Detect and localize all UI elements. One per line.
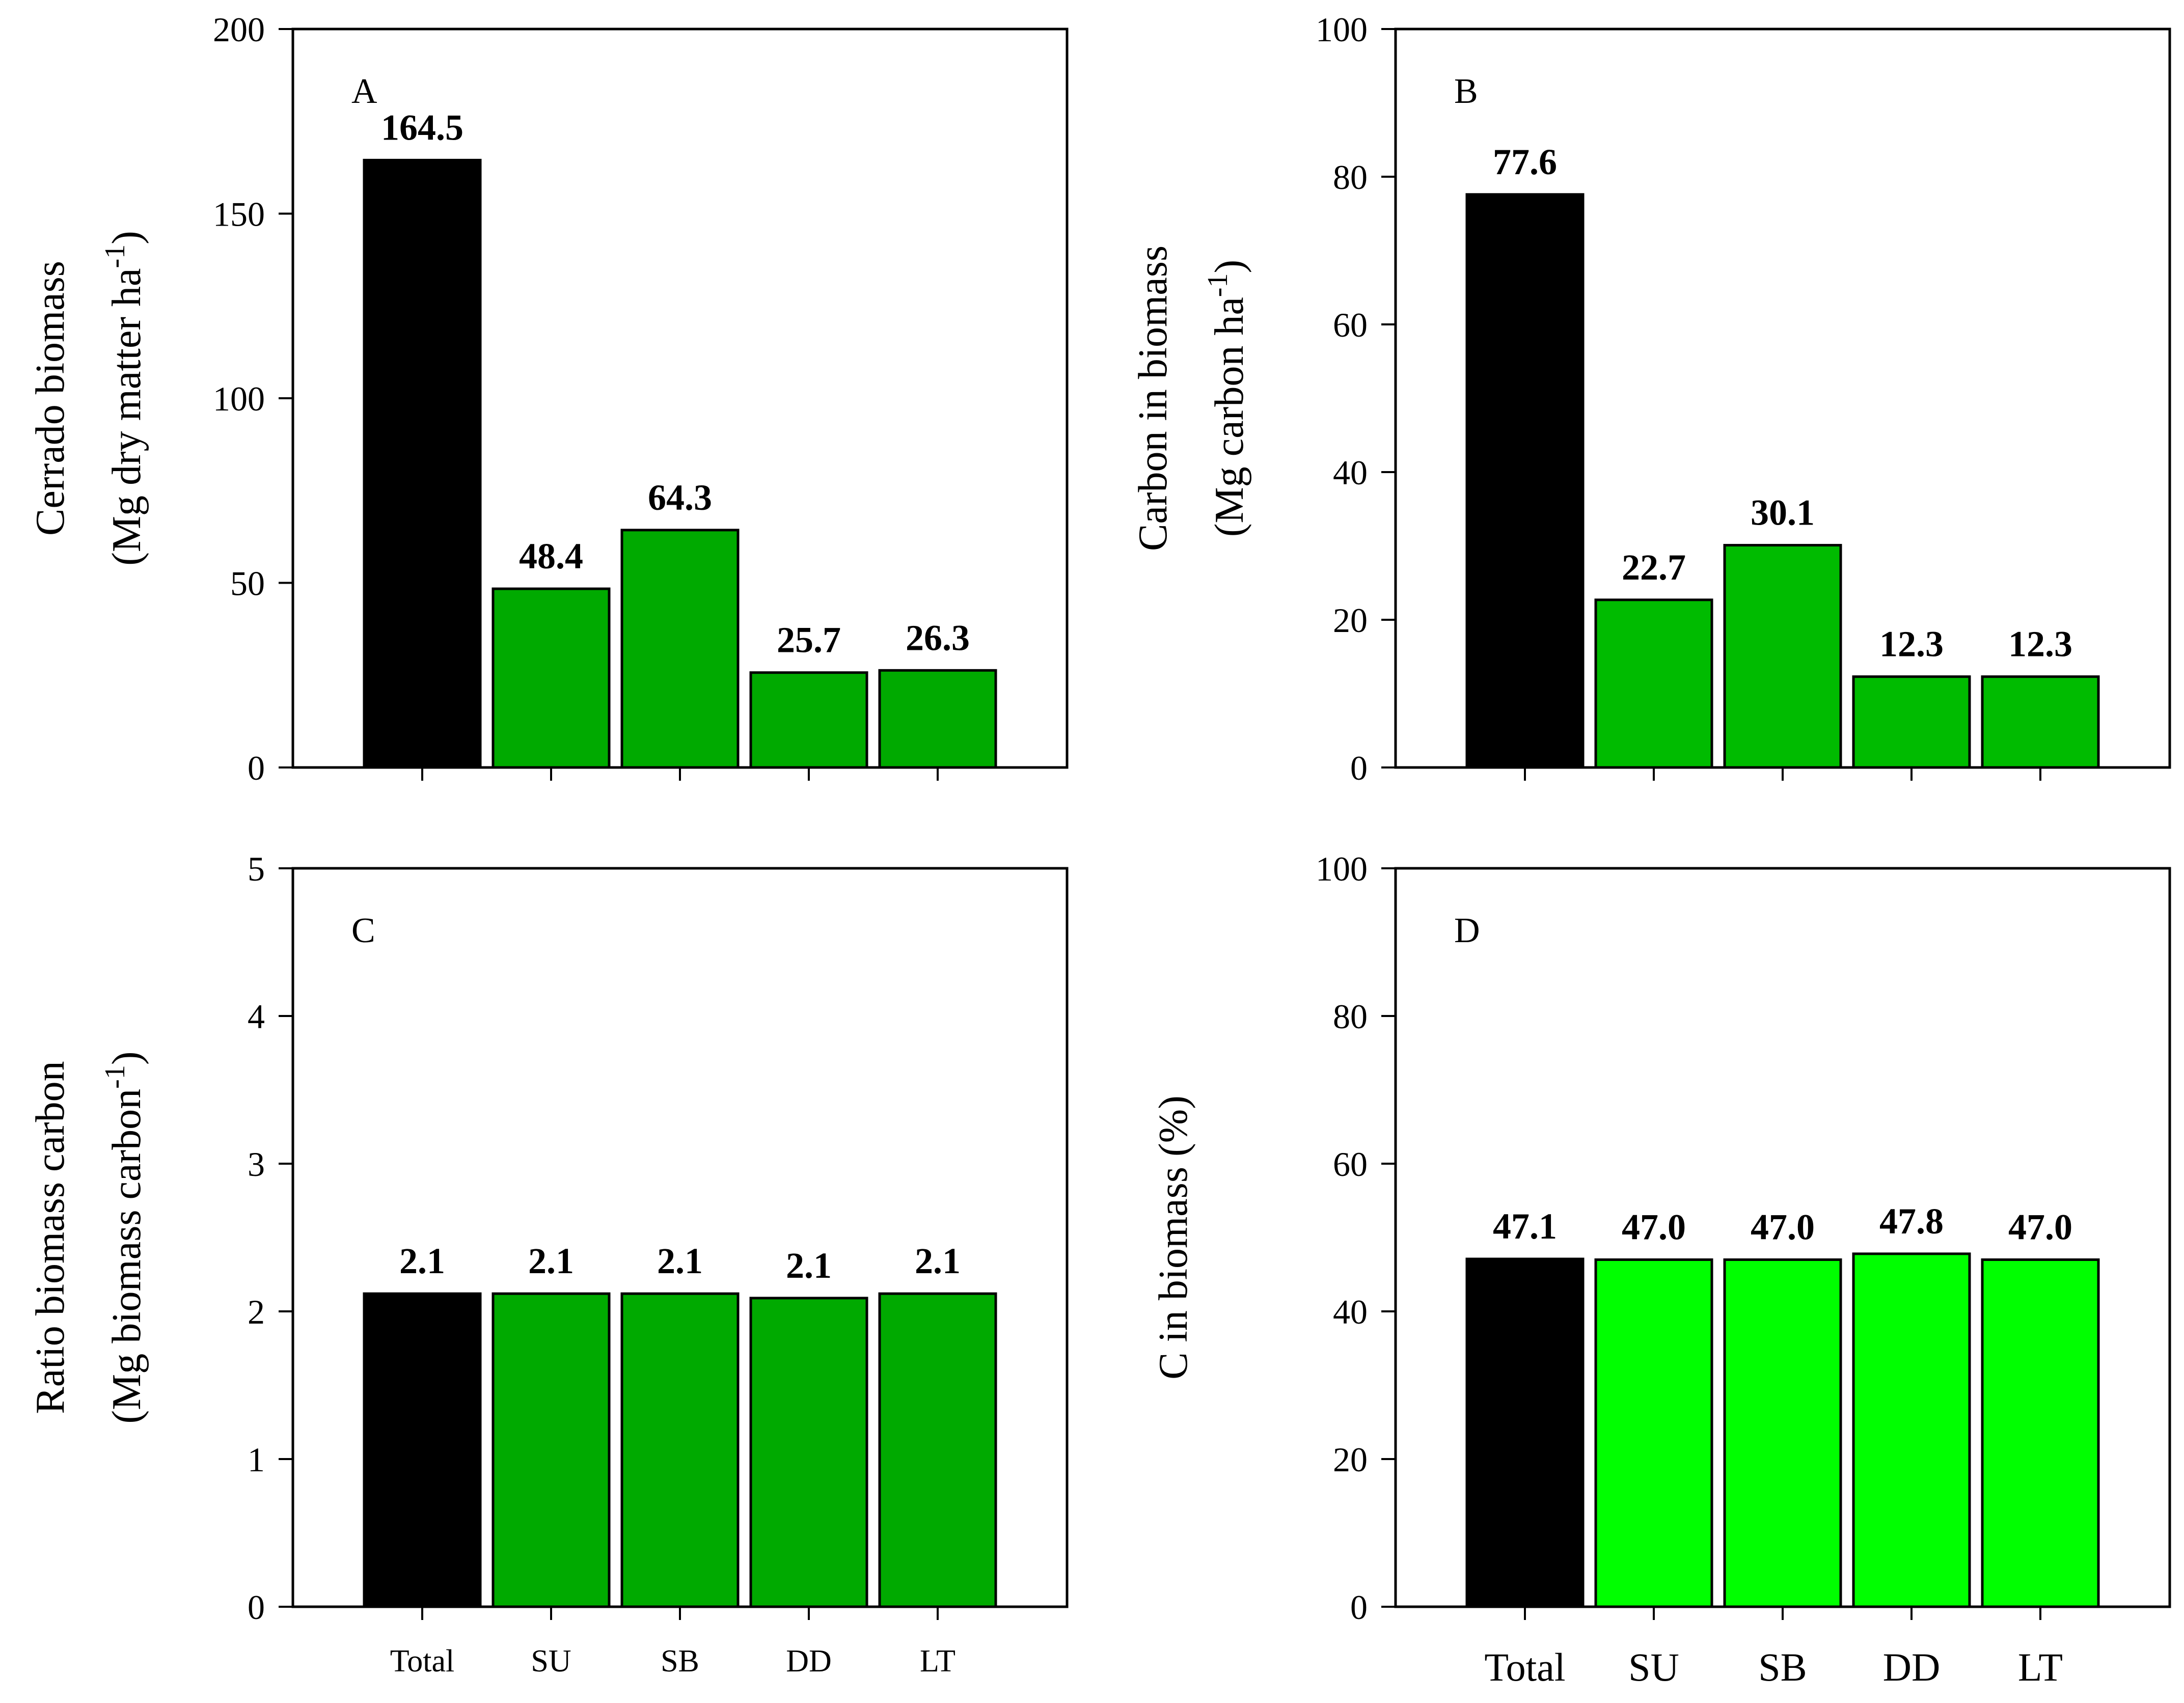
x-tick-label: Total (390, 1644, 455, 1679)
x-tick-label: LT (2018, 1645, 2063, 1689)
data-label: 77.6 (1493, 142, 1557, 182)
bar-sb (1723, 544, 1842, 769)
y-axis-title-line1: Cerrado biomass (28, 261, 73, 536)
bar-su (1594, 1258, 1713, 1608)
x-tick-label: LT (920, 1644, 956, 1679)
y-tick-label: 20 (1333, 601, 1368, 640)
panel-letter: B (1454, 72, 1478, 111)
bar-su (492, 587, 611, 769)
data-label: 22.7 (1622, 547, 1686, 588)
y-axis-title: C in biomass (%) (1151, 1095, 1196, 1380)
bar-total (363, 1292, 482, 1608)
bar-total (363, 158, 482, 769)
panel-letter: D (1454, 911, 1480, 950)
bar-sb (1723, 1258, 1842, 1608)
x-tick-label: Total (1484, 1645, 1565, 1689)
y-tick-label: 20 (1333, 1440, 1368, 1479)
bar-dd (749, 1297, 868, 1608)
bar-total (1465, 1257, 1585, 1608)
bar-dd (1852, 1252, 1971, 1608)
y-tick-label: 60 (1333, 306, 1368, 344)
bar-total (1465, 193, 1585, 769)
y-axis-title-line2: (Mg carbon ha-1) (1202, 260, 1252, 537)
y-tick-label: 0 (1350, 1588, 1368, 1627)
bar-lt (878, 669, 997, 769)
y-tick-label: 0 (248, 1588, 265, 1627)
y-tick-label: 100 (1316, 10, 1368, 49)
bar-lt (1981, 1258, 2100, 1608)
data-label: 64.3 (648, 477, 712, 518)
y-tick-label: 2 (248, 1293, 265, 1331)
data-label: 47.0 (2008, 1207, 2072, 1248)
y-axis-title-line1: Ratio biomass carbon (28, 1061, 73, 1414)
data-label: 12.3 (2008, 624, 2072, 665)
data-label: 12.3 (1879, 624, 1944, 665)
y-tick-label: 40 (1333, 1293, 1368, 1331)
bar-dd (749, 671, 868, 769)
x-tick-label: SB (661, 1644, 699, 1679)
data-label: 2.1 (528, 1241, 574, 1281)
bar-su (492, 1292, 611, 1608)
data-label: 48.4 (519, 536, 583, 576)
y-tick-label: 50 (230, 564, 265, 603)
data-label: 30.1 (1751, 492, 1815, 533)
bar-su (1594, 598, 1713, 769)
y-tick-label: 1 (248, 1440, 265, 1479)
y-tick-label: 80 (1333, 158, 1368, 197)
y-tick-label: 4 (248, 997, 265, 1036)
y-axis-title-line2: (Mg biomass carbon-1) (99, 1052, 149, 1424)
data-label: 2.1 (915, 1241, 961, 1281)
data-label: 47.0 (1751, 1207, 1815, 1248)
panel-b: 0 20 40 60 80 100 77.6 22.7 30.1 12.3 12.3 B Carbon … (1131, 10, 2171, 787)
bar-dd (1852, 675, 1971, 769)
data-label: 26.3 (906, 617, 970, 658)
x-tick-label: SU (531, 1644, 571, 1679)
panel-d: 0 20 40 60 80 100 47.1 Total 47.0 SU 47.0 SB 47.8 DD 4… (1151, 849, 2171, 1689)
y-tick-label: 3 (248, 1145, 265, 1184)
data-label: 47.1 (1493, 1206, 1557, 1247)
y-tick-label: 0 (1350, 749, 1368, 787)
bar-lt (878, 1292, 997, 1608)
data-label: 47.0 (1622, 1207, 1686, 1248)
bar-sb (620, 529, 740, 769)
bar-lt (1981, 675, 2100, 769)
data-label: 47.8 (1879, 1201, 1944, 1242)
bar-sb (620, 1292, 740, 1608)
data-label: 2.1 (786, 1245, 832, 1286)
x-tick-label: DD (786, 1644, 832, 1679)
x-tick-label: SB (1758, 1645, 1807, 1689)
data-label: 164.5 (381, 107, 463, 148)
panel-a: 0 50 100 150 200 164.5 48.4 64.3 25.7 26.3 A Cerrad… (28, 10, 1069, 787)
y-tick-label: 150 (213, 195, 265, 234)
y-tick-label: 60 (1333, 1145, 1368, 1184)
data-label: 25.7 (777, 620, 841, 661)
y-tick-label: 100 (1316, 849, 1368, 888)
data-label: 2.1 (399, 1241, 445, 1281)
y-axis-title-line2: (Mg dry matter ha-1) (99, 231, 149, 566)
panel-c: 0 1 2 3 4 5 2.1 Total 2.1 SU 2.1 SB 2.1 DD 2.1 LT C Ratio… (28, 849, 1069, 1679)
y-tick-label: 0 (248, 749, 265, 787)
panel-letter: A (351, 72, 377, 111)
data-label: 2.1 (657, 1241, 703, 1281)
y-tick-label: 100 (213, 379, 265, 418)
y-axis-title-line1: Carbon in biomass (1131, 245, 1176, 551)
y-tick-label: 40 (1333, 453, 1368, 492)
y-tick-label: 200 (213, 10, 265, 49)
x-tick-label: DD (1883, 1645, 1941, 1689)
y-tick-label: 80 (1333, 997, 1368, 1036)
panel-letter: C (351, 911, 375, 950)
x-tick-label: SU (1628, 1645, 1679, 1689)
y-tick-label: 5 (248, 849, 265, 888)
